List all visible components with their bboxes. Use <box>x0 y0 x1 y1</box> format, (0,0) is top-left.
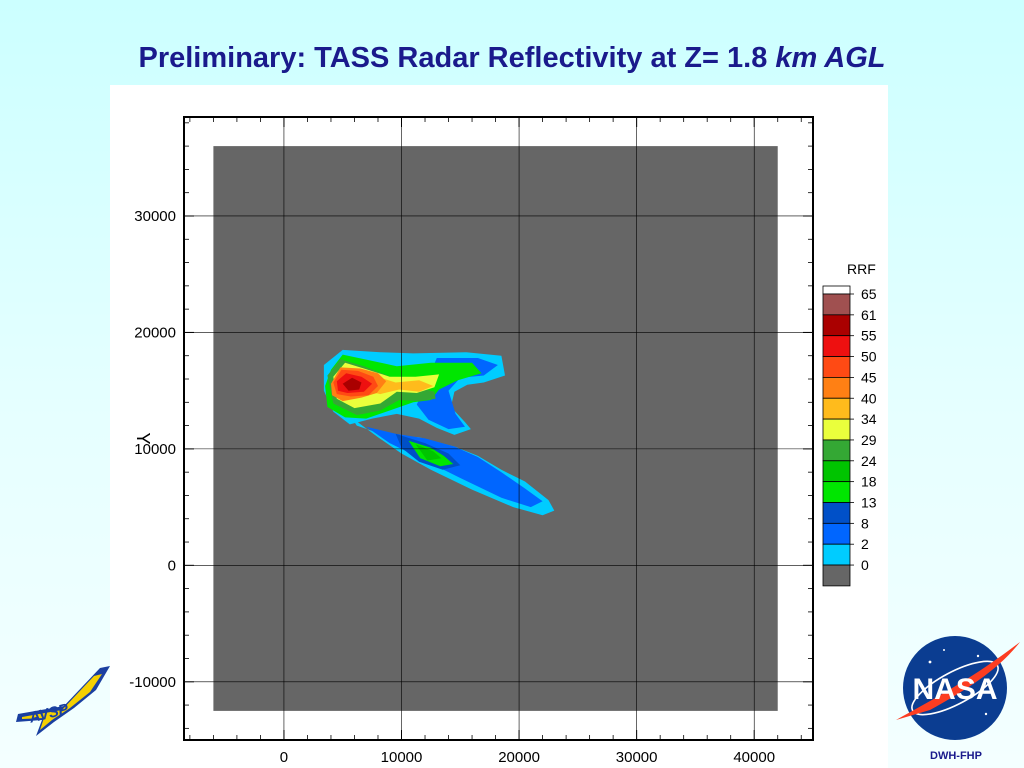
legend-label-61: 61 <box>861 307 877 323</box>
legend-label-8: 8 <box>861 515 869 531</box>
legend-label-65: 65 <box>861 286 877 302</box>
legend-swatch-13 <box>822 502 851 524</box>
plot-panel: 0 10000 20000 30000 40000 -10000 0 10000 20000 30… <box>110 85 888 768</box>
title-italic: km AGL <box>775 42 886 74</box>
legend-swatch-50 <box>822 356 851 378</box>
legend-swatch-40 <box>822 397 851 420</box>
legend-label-24: 24 <box>861 453 877 469</box>
plot-frame <box>183 116 814 741</box>
x-tick-label: 10000 <box>381 749 423 766</box>
legend-swatch-29 <box>822 439 851 462</box>
legend-swatch-top <box>822 285 851 295</box>
legend-label-45: 45 <box>861 369 877 385</box>
legend-label-34: 34 <box>861 411 877 427</box>
nasa-caption: DWH-FHP <box>930 750 982 762</box>
avsp-logo: AVSP <box>12 660 112 745</box>
legend-label-13: 13 <box>861 495 877 511</box>
y-tick-label: 30000 <box>134 208 176 225</box>
nasa-logo-text: NASA <box>912 673 997 706</box>
x-tick-label: 30000 <box>616 749 658 766</box>
title-main: Preliminary: TASS Radar Reflectivity at … <box>138 42 776 74</box>
y-tick-label: 0 <box>168 557 176 574</box>
x-tick-label: 40000 <box>733 749 775 766</box>
legend-label-50: 50 <box>861 349 877 365</box>
nasa-logo: NASA <box>886 628 1024 755</box>
legend-swatch-45 <box>822 376 851 399</box>
legend-swatch-2 <box>822 543 851 566</box>
legend-label-2: 2 <box>861 536 869 552</box>
legend-title: RRF <box>847 261 876 277</box>
contour-region-24-7 <box>415 444 442 461</box>
legend-swatch-8 <box>822 522 851 545</box>
x-tick-label: 20000 <box>498 749 540 766</box>
legend-label-18: 18 <box>861 474 877 490</box>
legend-swatch-61 <box>822 314 851 337</box>
y-tick-label: 20000 <box>134 324 176 341</box>
y-tick-label: 10000 <box>134 441 176 458</box>
legend-swatch-65 <box>822 293 851 316</box>
legend-swatch-18 <box>822 481 851 503</box>
contour-region-61-14 <box>342 377 362 391</box>
legend-swatch-0 <box>822 564 851 587</box>
legend-label-40: 40 <box>861 390 877 406</box>
legend-label-55: 55 <box>861 328 877 344</box>
y-tick-label: -10000 <box>129 674 176 691</box>
legend-swatch-55 <box>822 335 851 357</box>
model-domain <box>213 146 778 711</box>
y-axis-label: Y <box>133 432 153 444</box>
legend-swatch-34 <box>822 418 851 441</box>
legend-swatch-24 <box>822 460 851 483</box>
x-tick-label: 0 <box>280 749 288 766</box>
contour-chart: 0 10000 20000 30000 40000 -10000 0 10000 20000 30… <box>129 116 877 766</box>
legend-label-29: 29 <box>861 432 877 448</box>
legend-label-0: 0 <box>861 557 869 573</box>
slide-title: Preliminary: TASS Radar Reflectivity at … <box>0 42 1024 75</box>
